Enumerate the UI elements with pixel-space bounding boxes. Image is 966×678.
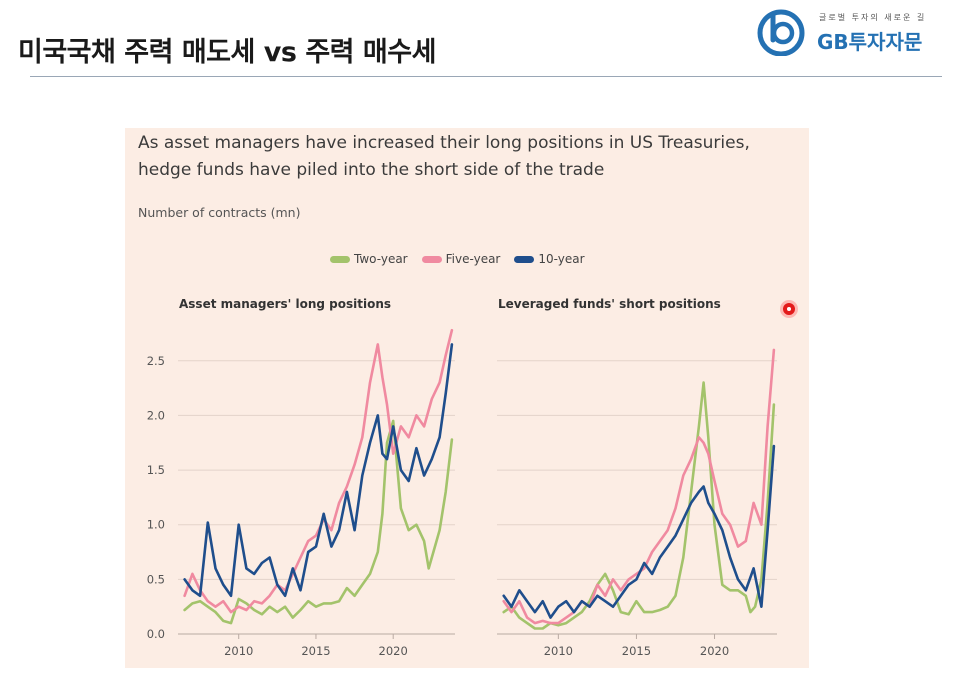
y-tick-label: 2.5 <box>147 354 165 368</box>
chart-title: As asset managers have increased their l… <box>138 130 798 184</box>
company-logo: 글로벌 투자의 새로운 길 GB투자자문 <box>755 6 945 56</box>
y-tick-label: 1.5 <box>147 463 165 477</box>
y-tick-label: 1.0 <box>147 518 165 532</box>
chart-legend: Two-year Five-year 10-year <box>330 252 585 266</box>
legend-item-ten-year: 10-year <box>514 252 585 266</box>
logo-tagline: 글로벌 투자의 새로운 길 <box>819 13 927 22</box>
y-tick-label: 0.0 <box>147 627 165 641</box>
x-tick-label: 2020 <box>379 644 408 658</box>
chart-unit-label: Number of contracts (mn) <box>138 205 301 220</box>
y-tick-label: 0.5 <box>147 572 165 586</box>
legend-label-two-year: Two-year <box>354 252 408 266</box>
x-tick-label: 2010 <box>224 644 253 658</box>
legend-swatch-ten-year <box>514 255 535 263</box>
legend-item-five-year: Five-year <box>421 252 501 266</box>
slide-title: 미국국채 주력 매도세 vs 주력 매수세 <box>18 37 436 68</box>
x-tick-label: 2010 <box>544 644 573 658</box>
legend-swatch-two-year <box>330 255 350 263</box>
chart-figure: As asset managers have increased their l… <box>125 128 809 668</box>
legend-item-two-year: Two-year <box>330 252 408 266</box>
title-divider <box>30 76 942 77</box>
gb-logo-icon <box>757 9 805 56</box>
y-tick-label: 2.0 <box>147 408 165 422</box>
logo-name: GB투자자문 <box>817 30 923 54</box>
line-charts: 0.0 0.5 1.0 1.5 2.0 2.5 2010 2015 2020 2010 2015 20… <box>147 328 777 658</box>
x-tick-label: 2015 <box>301 644 330 658</box>
series-line-two-year <box>502 381 776 630</box>
chart-title-line-1: As asset managers have increased their l… <box>138 133 750 153</box>
x-tick-label: 2020 <box>700 644 729 658</box>
series-line-two-year <box>183 419 454 625</box>
chart-title-line-2: hedge funds have piled into the short si… <box>138 160 605 180</box>
mouse-cursor-indicator <box>783 303 795 315</box>
series-line-10-year <box>183 343 454 598</box>
legend-label-ten-year: 10-year <box>538 252 585 266</box>
right-panel-title: Leveraged funds' short positions <box>498 297 721 311</box>
left-panel-title: Asset managers' long positions <box>179 297 392 311</box>
legend-swatch-five-year <box>421 255 442 263</box>
series-line-10-year <box>502 444 776 619</box>
series-line-five-year <box>502 348 776 625</box>
legend-label-five-year: Five-year <box>445 252 501 266</box>
x-tick-label: 2015 <box>622 644 651 658</box>
